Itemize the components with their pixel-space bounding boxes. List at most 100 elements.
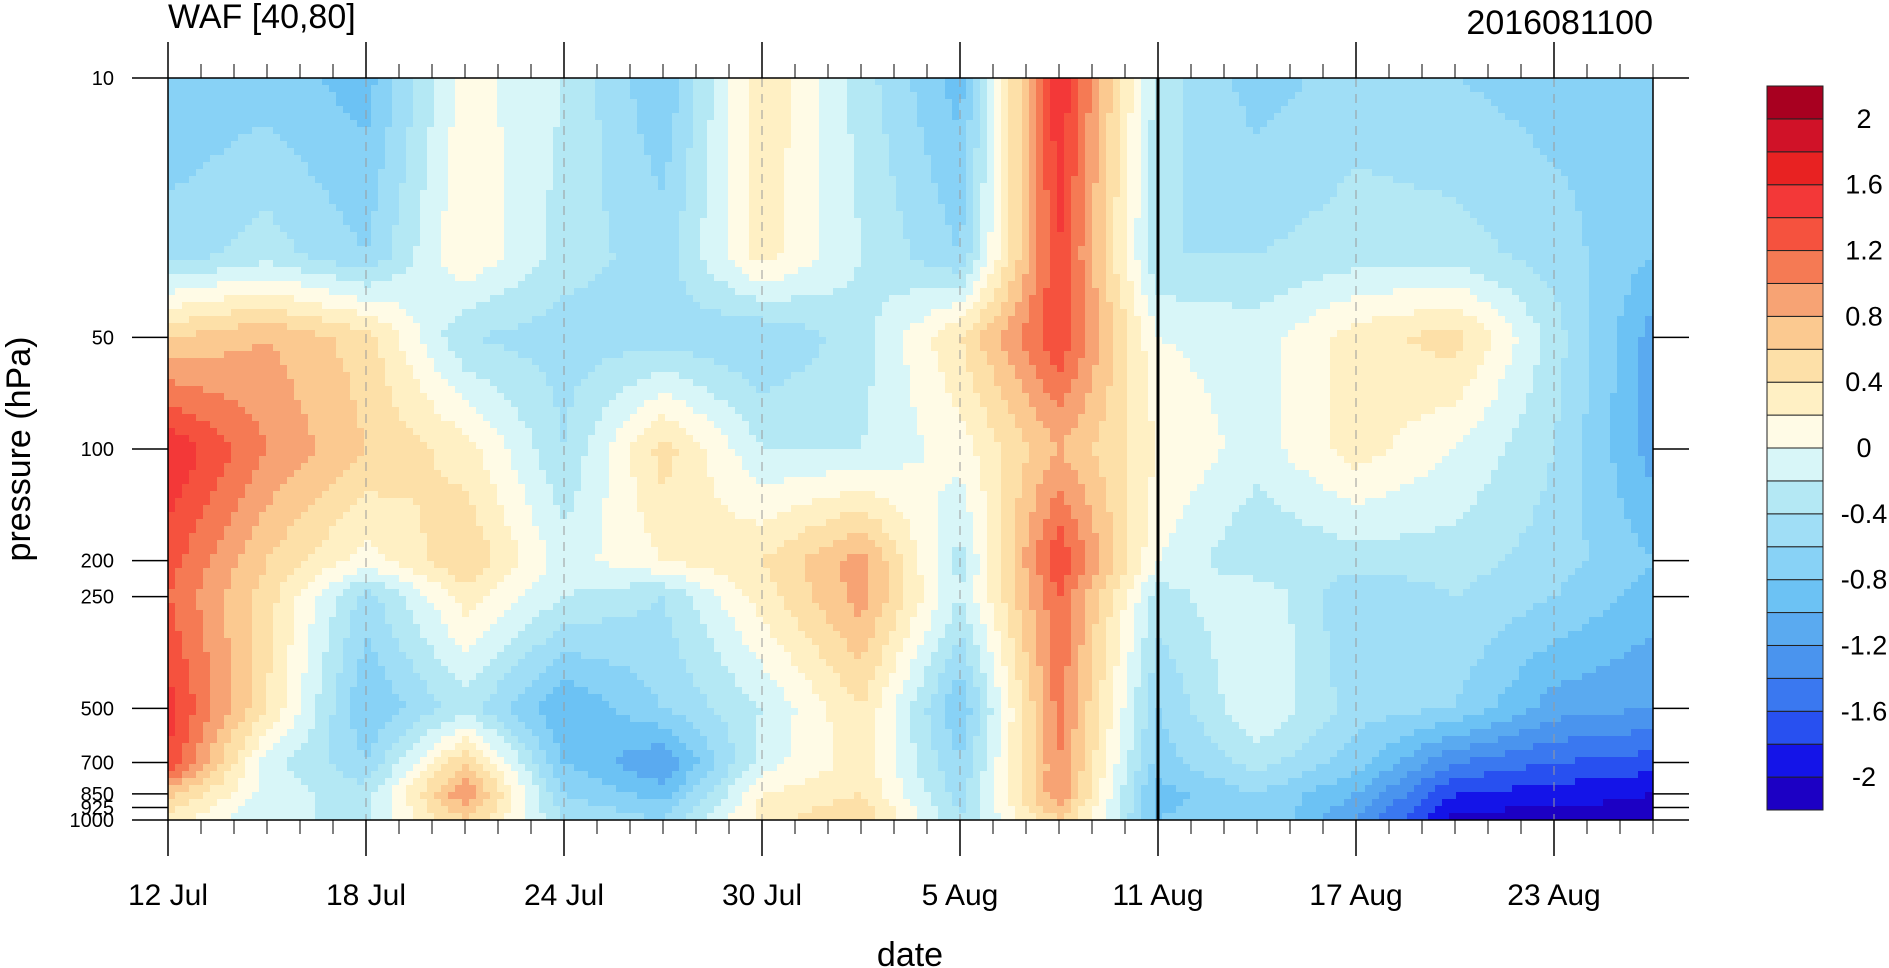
field-cell <box>1617 99 1625 107</box>
field-cell <box>882 232 890 240</box>
field-cell <box>1358 134 1366 142</box>
field-cell <box>1141 85 1149 93</box>
field-cell <box>903 183 911 191</box>
field-cell <box>1316 162 1324 170</box>
field-cell <box>455 127 463 135</box>
field-cell <box>168 127 176 135</box>
field-cell <box>182 92 190 100</box>
field-cell <box>1225 155 1233 163</box>
field-cell <box>413 120 421 128</box>
field-cell <box>224 120 232 128</box>
field-cell <box>1302 78 1310 86</box>
field-cell <box>1127 190 1135 198</box>
field-cell <box>455 99 463 107</box>
field-cell <box>1050 225 1058 233</box>
field-cell <box>875 197 883 205</box>
field-cell <box>1302 204 1310 212</box>
field-cell <box>1533 113 1541 121</box>
field-cell <box>728 78 736 86</box>
field-cell <box>1393 99 1401 107</box>
field-cell <box>546 85 554 93</box>
field-cell <box>1064 176 1072 184</box>
field-cell <box>1057 127 1065 135</box>
field-cell <box>224 78 232 86</box>
field-cell <box>245 134 253 142</box>
field-cell <box>1113 190 1121 198</box>
field-cell <box>1589 148 1597 156</box>
field-cell <box>1281 232 1289 240</box>
field-cell <box>371 239 379 247</box>
field-cell <box>581 113 589 121</box>
field-cell <box>749 120 757 128</box>
field-cell <box>784 134 792 142</box>
field-cell <box>511 134 519 142</box>
field-cell <box>966 225 974 233</box>
field-cell <box>959 106 967 114</box>
field-cell <box>532 113 540 121</box>
field-cell <box>1029 127 1037 135</box>
field-cell <box>378 92 386 100</box>
field-cell <box>1183 176 1191 184</box>
field-cell <box>1421 78 1429 86</box>
field-cell <box>924 176 932 184</box>
field-cell <box>826 225 834 233</box>
field-cell <box>595 92 603 100</box>
field-cell <box>812 99 820 107</box>
field-cell <box>1456 120 1464 128</box>
field-cell <box>770 211 778 219</box>
field-cell <box>770 127 778 135</box>
field-cell <box>350 190 358 198</box>
field-cell <box>1421 113 1429 121</box>
field-cell <box>1330 134 1338 142</box>
field-cell <box>210 78 218 86</box>
field-cell <box>1568 162 1576 170</box>
field-cell <box>1134 169 1142 177</box>
field-cell <box>1148 211 1156 219</box>
field-cell <box>511 155 519 163</box>
field-cell <box>1540 218 1548 226</box>
field-cell <box>756 239 764 247</box>
field-cell <box>938 92 946 100</box>
field-cell <box>1064 155 1072 163</box>
field-cell <box>343 141 351 149</box>
field-cell <box>833 134 841 142</box>
field-cell <box>812 169 820 177</box>
field-cell <box>1001 190 1009 198</box>
field-cell <box>182 134 190 142</box>
field-cell <box>630 183 638 191</box>
field-cell <box>980 85 988 93</box>
field-cell <box>301 225 309 233</box>
field-cell <box>1344 232 1352 240</box>
field-cell <box>707 134 715 142</box>
field-cell <box>1127 197 1135 205</box>
field-cell <box>770 218 778 226</box>
field-cell <box>1372 127 1380 135</box>
field-cell <box>1260 169 1268 177</box>
field-cell <box>1309 127 1317 135</box>
field-cell <box>1204 204 1212 212</box>
field-cell <box>350 183 358 191</box>
field-cell <box>1526 120 1534 128</box>
field-cell <box>1449 218 1457 226</box>
field-cell <box>1589 113 1597 121</box>
field-cell <box>539 78 547 86</box>
field-cell <box>1442 176 1450 184</box>
field-cell <box>1169 197 1177 205</box>
field-cell <box>182 148 190 156</box>
field-cell <box>1337 85 1345 93</box>
field-cell <box>497 141 505 149</box>
field-cell <box>406 134 414 142</box>
field-cell <box>1141 148 1149 156</box>
field-cell <box>1071 169 1079 177</box>
field-cell <box>945 162 953 170</box>
field-cell <box>742 85 750 93</box>
field-cell <box>539 204 547 212</box>
field-cell <box>1134 106 1142 114</box>
field-cell <box>1295 85 1303 93</box>
field-cell <box>1015 225 1023 233</box>
field-cell <box>1274 204 1282 212</box>
field-cell <box>1512 197 1520 205</box>
field-cell <box>728 239 736 247</box>
field-cell <box>273 85 281 93</box>
field-cell <box>1085 92 1093 100</box>
